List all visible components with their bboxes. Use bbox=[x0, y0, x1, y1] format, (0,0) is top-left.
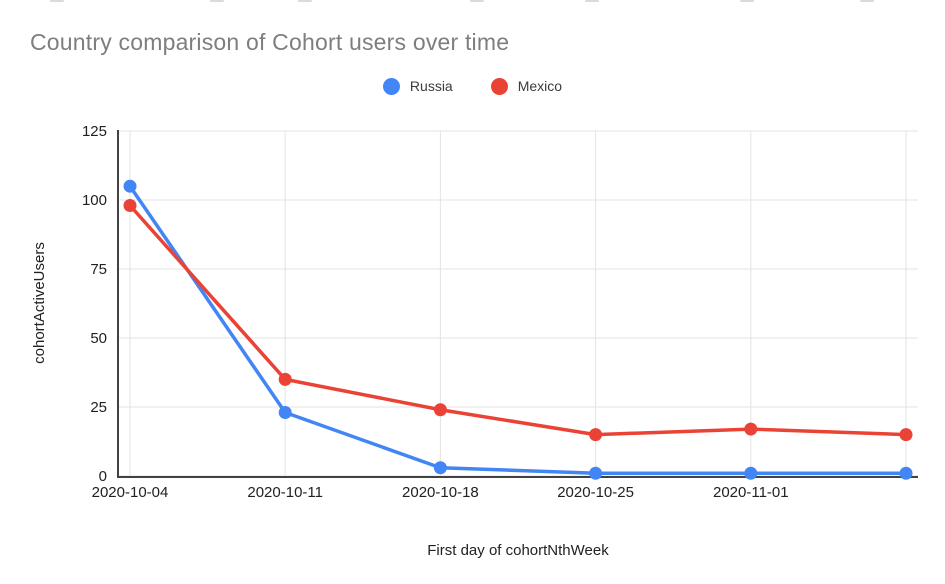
y-tick-label: 0 bbox=[99, 468, 107, 485]
chart-legend: Russia Mexico bbox=[0, 74, 945, 98]
data-point-mexico bbox=[433, 403, 447, 417]
y-tick-label: 25 bbox=[90, 399, 107, 416]
y-tick-label: 125 bbox=[82, 123, 107, 140]
y-tick-label: 75 bbox=[90, 261, 107, 278]
x-tick-label: 2020-11-01 bbox=[713, 484, 789, 501]
data-point-mexico bbox=[589, 428, 603, 442]
legend-label-russia: Russia bbox=[409, 78, 453, 94]
series-line-russia bbox=[128, 184, 908, 475]
legend-item-mexico[interactable]: Mexico bbox=[490, 77, 563, 95]
data-point-russia bbox=[744, 466, 758, 480]
cropped-text-artifacts bbox=[0, 0, 945, 3]
legend-swatch-mexico-icon bbox=[490, 77, 508, 95]
data-point-mexico bbox=[744, 422, 758, 436]
x-tick-label: 2020-10-25 bbox=[557, 484, 634, 501]
data-point-russia bbox=[589, 466, 603, 480]
data-point-russia bbox=[123, 179, 137, 193]
x-axis-title: First day of cohortNthWeek bbox=[427, 542, 609, 559]
legend-swatch-russia-icon bbox=[382, 77, 400, 95]
data-point-mexico bbox=[123, 199, 137, 213]
data-point-russia bbox=[899, 466, 913, 480]
data-point-russia bbox=[278, 406, 292, 420]
y-tick-label: 50 bbox=[90, 330, 107, 347]
legend-item-russia[interactable]: Russia bbox=[382, 77, 453, 95]
data-point-mexico bbox=[278, 372, 292, 386]
data-point-russia bbox=[433, 461, 447, 475]
series-line-mexico bbox=[128, 203, 908, 437]
y-axis-title: cohortActiveUsers bbox=[31, 242, 48, 364]
x-tick-label: 2020-10-04 bbox=[92, 484, 169, 501]
x-tick-label: 2020-10-11 bbox=[247, 484, 323, 501]
y-tick-label: 100 bbox=[82, 192, 107, 209]
chart-title: Country comparison of Cohort users over … bbox=[30, 29, 510, 55]
legend-label-mexico: Mexico bbox=[517, 78, 563, 94]
data-point-mexico bbox=[899, 428, 913, 442]
x-tick-label: 2020-10-18 bbox=[402, 484, 479, 501]
